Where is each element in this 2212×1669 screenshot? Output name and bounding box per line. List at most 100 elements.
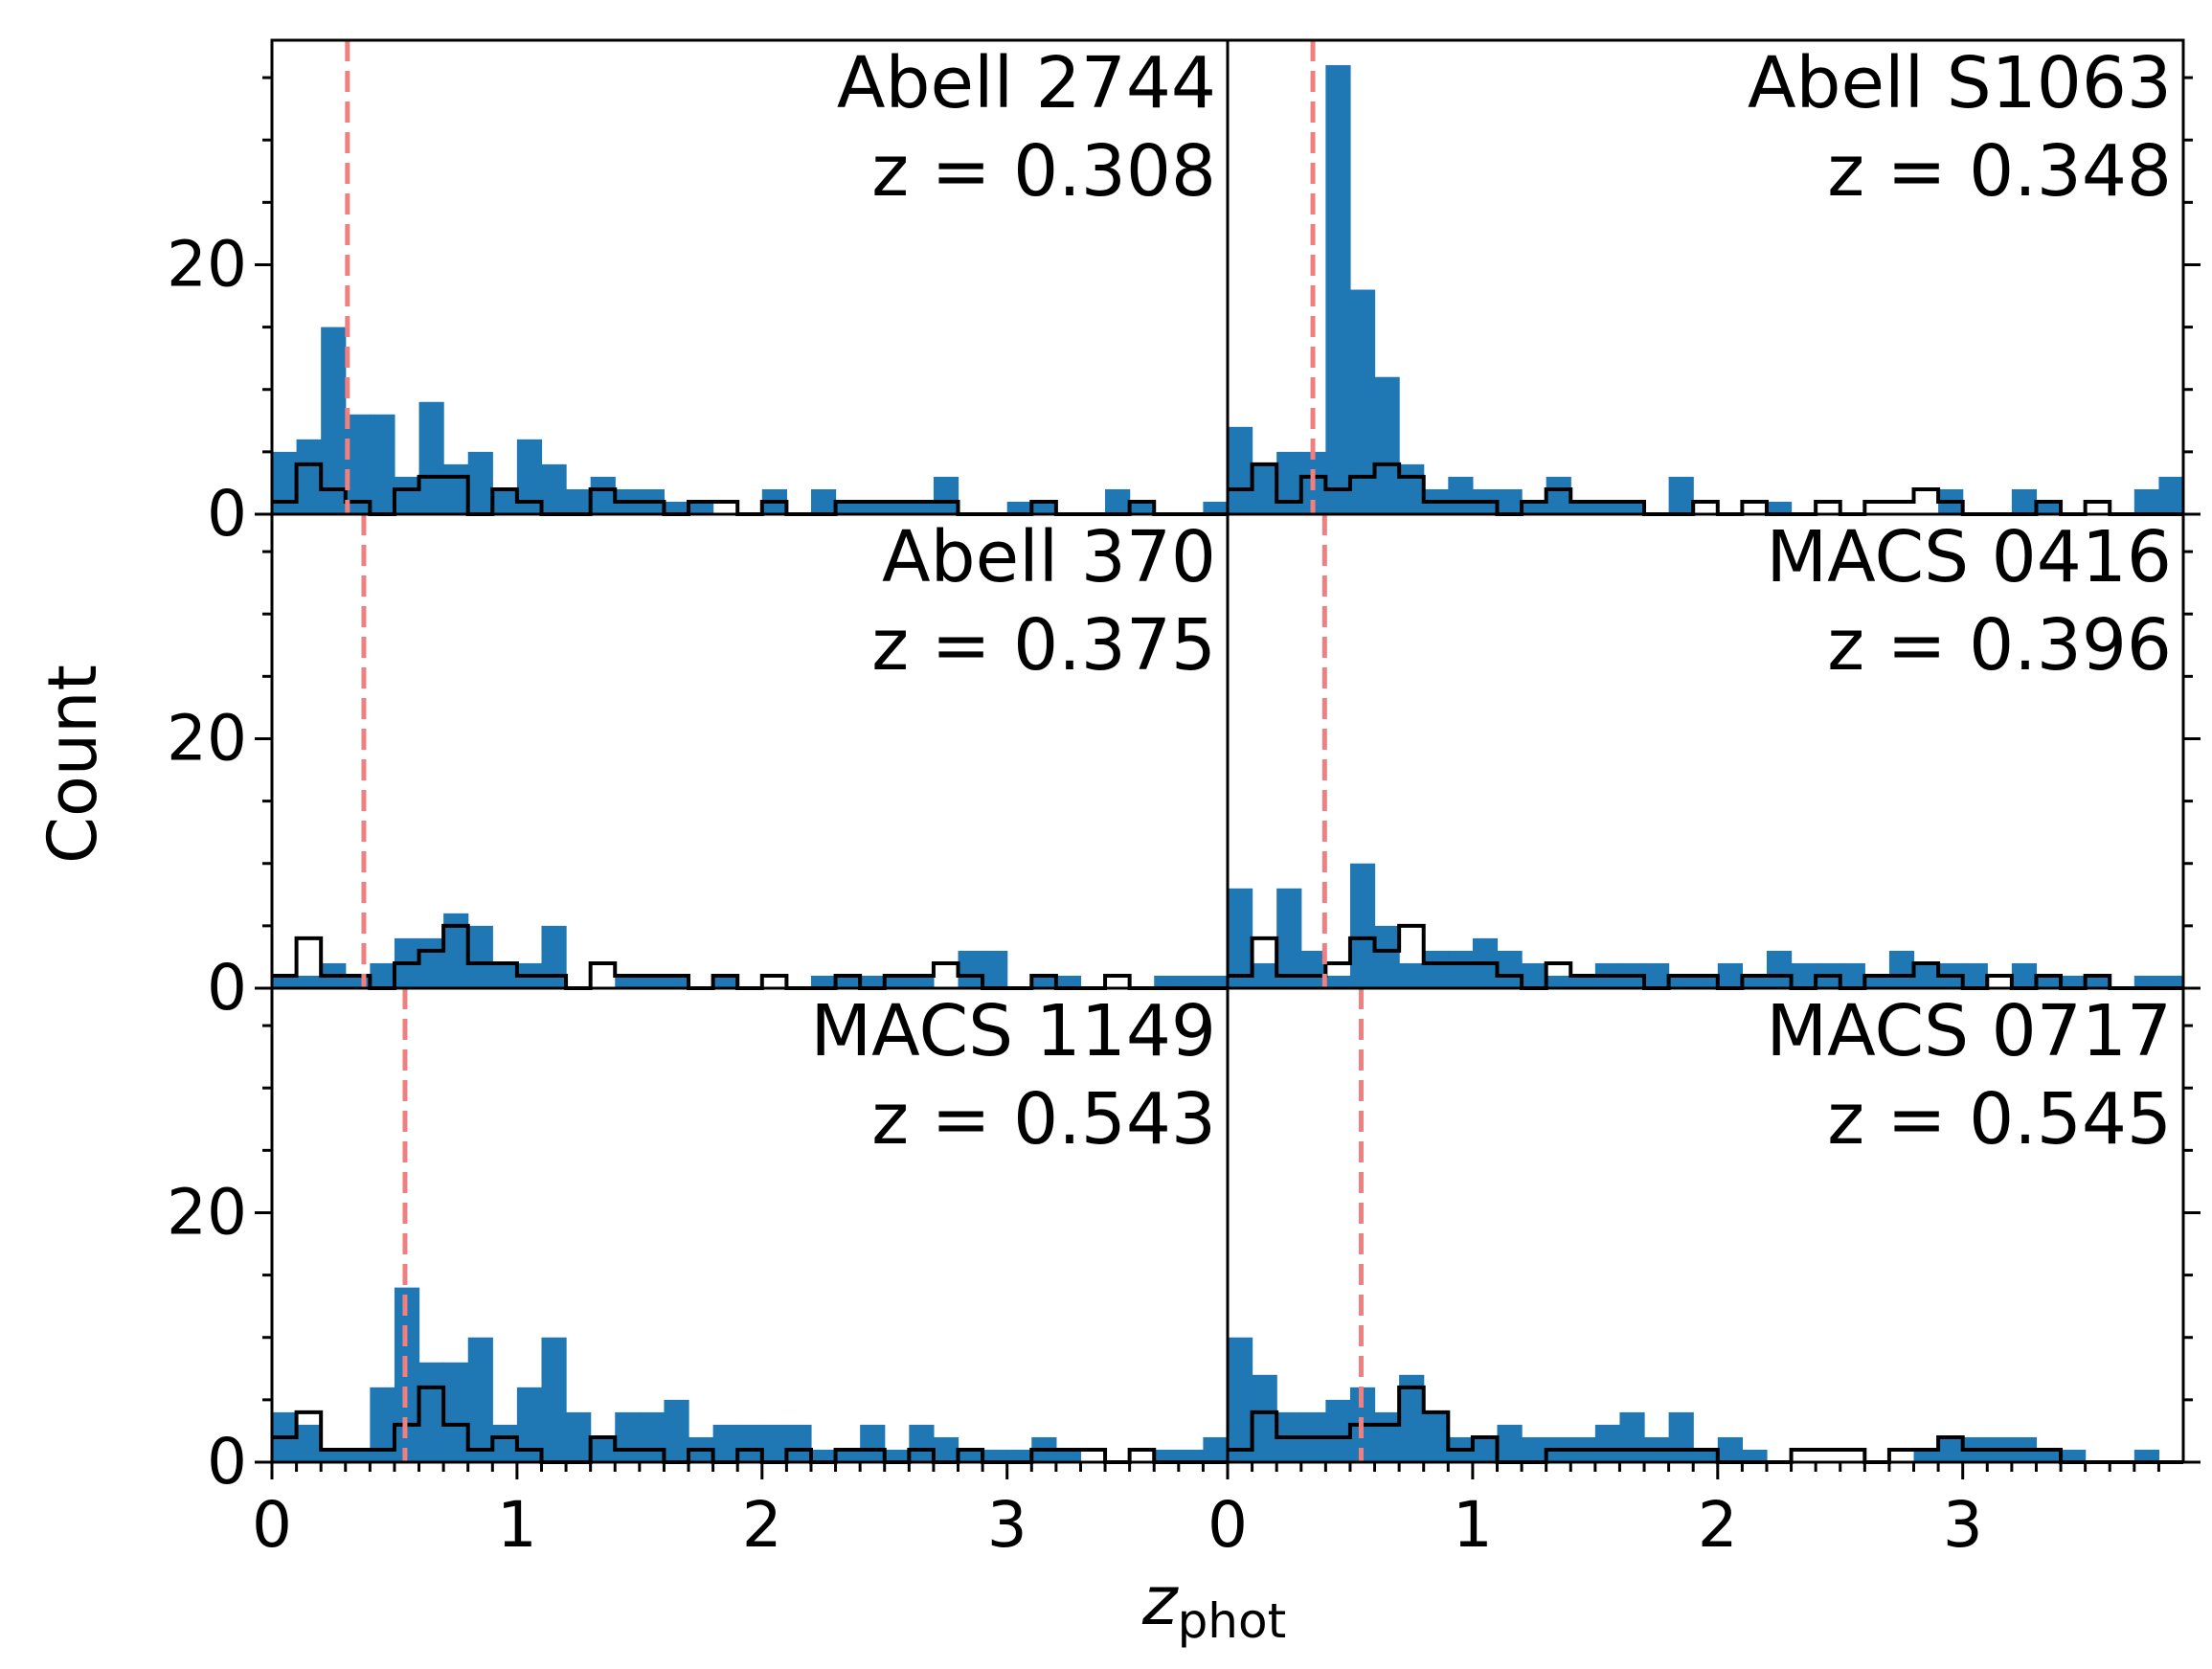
x-axis-label-main: z (1141, 1562, 1180, 1640)
filled-bar (467, 1337, 493, 1462)
filled-bar (370, 962, 395, 988)
step-histogram (1228, 1385, 2183, 1464)
filled-bar (664, 1399, 689, 1462)
filled-bar (1644, 962, 1670, 988)
step-histogram (1228, 923, 2183, 990)
filled-bar (1668, 476, 1694, 514)
filled-bar (1693, 975, 1719, 988)
filled-bar (1031, 501, 1057, 514)
filled-bar (1668, 1411, 1694, 1462)
y-tick-label: 20 (167, 1175, 247, 1249)
filled-bar (664, 501, 689, 514)
step-histogram (272, 923, 1228, 990)
panel-cluster-name: Abell 2744 (837, 42, 1216, 124)
filled-bar (1766, 950, 1793, 988)
filled-bar (1399, 962, 1425, 988)
filled-bar (1423, 950, 1449, 988)
filled-bar (566, 488, 592, 514)
filled-bar (2061, 975, 2087, 988)
filled-bar (761, 1424, 787, 1462)
filled-bar (2158, 975, 2184, 988)
filled-bar (1154, 1449, 1180, 1462)
filled-bar (664, 975, 689, 988)
panel-cluster-name: Abell 370 (882, 516, 1216, 598)
filled-bar (321, 327, 347, 514)
filled-bar (467, 451, 493, 514)
filled-bar (1374, 1411, 1400, 1462)
filled-bar (1497, 950, 1523, 988)
filled-bar (909, 501, 935, 514)
panel-cluster-redshift: z = 0.545 (1827, 1078, 2172, 1161)
filled-bar (1742, 975, 1768, 988)
filled-bar (296, 975, 322, 988)
x-axis-label-subscript: phot (1178, 1593, 1287, 1649)
filled-bar (2061, 1449, 2087, 1462)
filled-bar (1349, 863, 1376, 988)
filled-bar (909, 1424, 935, 1462)
filled-bar (1374, 925, 1400, 988)
y-tick-label: 0 (207, 951, 247, 1025)
panel-cluster-name: MACS 0717 (1766, 990, 2172, 1072)
filled-bar (1522, 1436, 1547, 1462)
filled-bar (860, 975, 886, 988)
filled-bar (1154, 975, 1180, 988)
filled-bar (1349, 289, 1376, 514)
filled-bar (1300, 950, 1326, 988)
filled-bar (345, 414, 371, 514)
panel-cluster-redshift: z = 0.348 (1827, 130, 2172, 213)
filled-bar (1546, 476, 1571, 514)
filled-bar (639, 975, 666, 988)
x-tick-label: 2 (1698, 1488, 1738, 1562)
filled-bar (1594, 1424, 1621, 1462)
filled-bar (1497, 1424, 1523, 1462)
filled-bar (1913, 1449, 1939, 1462)
filled-bar (1252, 962, 1277, 988)
filled-bar (933, 1436, 959, 1462)
filled-bar (1203, 1436, 1229, 1462)
panel-cluster-name: MACS 0416 (1766, 516, 2172, 598)
filled-bar (1228, 1337, 1253, 1462)
filled-bar (272, 451, 298, 514)
filled-bar (884, 975, 910, 988)
filled-bar (810, 488, 837, 514)
filled-bar (443, 463, 469, 514)
filled-bar (1055, 975, 1082, 988)
filled-bar (1423, 1411, 1449, 1462)
filled-bar (394, 476, 420, 514)
filled-bar (1252, 463, 1277, 514)
filled-bar (884, 1449, 910, 1462)
filled-bar (1055, 1449, 1082, 1462)
filled-bar (835, 501, 861, 514)
x-tick-label: 1 (497, 1488, 537, 1562)
filled-bar (1791, 962, 1817, 988)
filled-bar (1742, 1449, 1768, 1462)
filled-bar (810, 1449, 837, 1462)
y-tick-label: 20 (167, 227, 247, 301)
filled-bar (909, 975, 935, 988)
panel-cluster-redshift: z = 0.308 (871, 130, 1216, 213)
filled-bar (541, 1337, 567, 1462)
filled-bar (1717, 1436, 1743, 1462)
step-histogram (272, 462, 1228, 516)
filled-bar (2036, 975, 2062, 988)
filled-bar (1546, 975, 1571, 988)
filled-bar (1006, 501, 1032, 514)
x-tick-label: 1 (1453, 1488, 1493, 1562)
filled-bar (1522, 962, 1547, 988)
filled-bar (566, 1411, 592, 1462)
panel-cluster-redshift: z = 0.375 (871, 604, 1216, 687)
x-tick-label: 0 (252, 1488, 292, 1562)
filled-bar (1717, 962, 1743, 988)
filled-bar (1864, 975, 1890, 988)
filled-bar (933, 476, 959, 514)
x-tick-label: 3 (1943, 1488, 1983, 1562)
filled-bar (1594, 501, 1621, 514)
filled-bar (2133, 488, 2160, 514)
filled-bar (1472, 1436, 1499, 1462)
filled-bar (492, 962, 518, 988)
filled-bar (370, 414, 395, 514)
panel-cluster-redshift: z = 0.396 (1827, 604, 2172, 687)
